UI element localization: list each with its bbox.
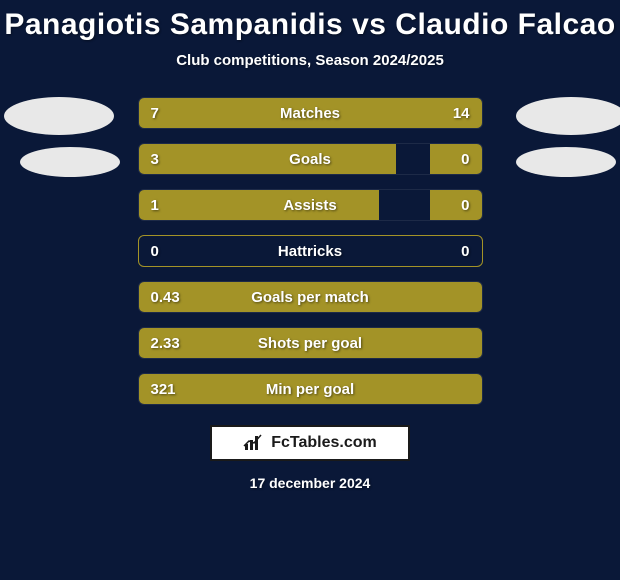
stat-row: 30Goals: [138, 143, 483, 175]
stat-label: Goals per match: [139, 282, 482, 312]
stat-label: Shots per goal: [139, 328, 482, 358]
stat-label: Min per goal: [139, 374, 482, 404]
brand-logo-icon: [243, 434, 265, 452]
stat-label: Hattricks: [139, 236, 482, 266]
player-right-club-placeholder: [516, 147, 616, 177]
player-left-club-placeholder: [20, 147, 120, 177]
player-left-avatar-placeholder: [4, 97, 114, 135]
footer-date: 17 december 2024: [0, 475, 620, 491]
stat-label: Goals: [139, 144, 482, 174]
stats-bars: 714Matches 30Goals 10Assists 00Hattricks 0.4…: [138, 97, 483, 405]
stat-label: Assists: [139, 190, 482, 220]
brand-badge: FcTables.com: [210, 425, 410, 461]
page-title: Panagiotis Sampanidis vs Claudio Falcao: [0, 0, 620, 42]
page-subtitle: Club competitions, Season 2024/2025: [0, 52, 620, 69]
stat-row: 0.43Goals per match: [138, 281, 483, 313]
stat-row: 00Hattricks: [138, 235, 483, 267]
brand-badge-text: FcTables.com: [271, 434, 377, 452]
stat-label: Matches: [139, 98, 482, 128]
player-right-avatar-placeholder: [516, 97, 620, 135]
stat-row: 321Min per goal: [138, 373, 483, 405]
chart-area: 714Matches 30Goals 10Assists 00Hattricks 0.4…: [0, 97, 620, 405]
stat-row: 2.33Shots per goal: [138, 327, 483, 359]
stat-row: 10Assists: [138, 189, 483, 221]
stat-row: 714Matches: [138, 97, 483, 129]
